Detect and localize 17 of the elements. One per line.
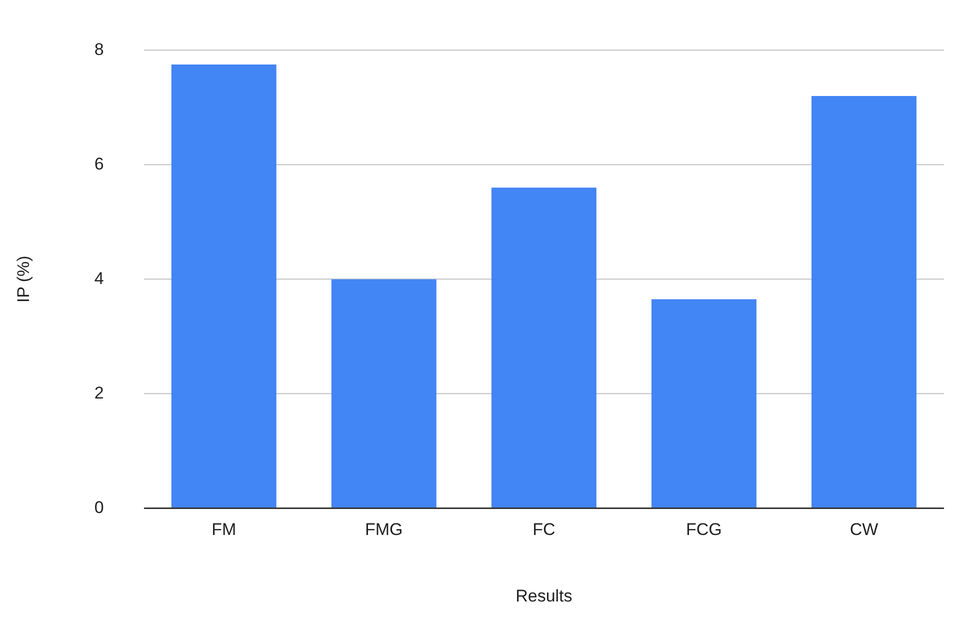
x-tick-label: FC <box>532 520 556 540</box>
bar <box>491 188 596 508</box>
x-tick-label: FMG <box>365 520 403 540</box>
x-tick-label: FCG <box>686 520 722 540</box>
bar <box>171 64 276 508</box>
bar <box>651 299 756 508</box>
y-tick-label: 8 <box>94 40 104 59</box>
y-tick-label: 0 <box>94 498 104 517</box>
y-tick-label: 2 <box>94 383 104 402</box>
y-tick-label: 4 <box>94 268 104 288</box>
bar <box>331 279 436 508</box>
x-tick-label: CW <box>850 520 878 540</box>
y-tick-label: 6 <box>94 154 104 174</box>
y-axis-title: IP (%) <box>14 256 33 303</box>
bar <box>811 96 916 508</box>
x-tick-label: FM <box>212 520 236 540</box>
x-axis-title: Results <box>516 586 572 606</box>
